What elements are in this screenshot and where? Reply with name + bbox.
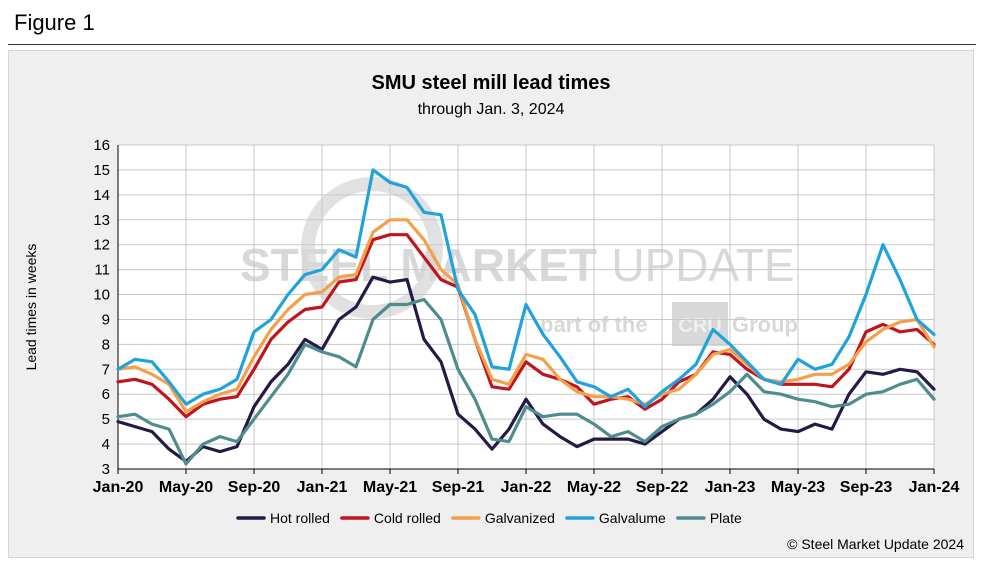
legend-label-cold-rolled: Cold rolled — [374, 510, 441, 526]
legend: Hot rolled Cold rolled Galvanized Galvalume… — [236, 510, 742, 526]
x-tick-label: Jan-23 — [705, 479, 756, 496]
y-tick-label: 16 — [93, 137, 110, 154]
x-tick-label: Sep-21 — [432, 479, 485, 496]
x-tick-label: May-22 — [567, 479, 621, 496]
chart-title: SMU steel mill lead times — [372, 72, 611, 94]
y-tick-label: 13 — [93, 212, 110, 229]
y-tick-label: 12 — [93, 237, 110, 254]
x-tick-label: Jan-21 — [297, 479, 348, 496]
axes — [117, 145, 935, 474]
series-line-cold-rolled — [116, 233, 936, 419]
legend-label-galvalume: Galvalume — [599, 510, 666, 526]
watermark-main: STEEL MARKET UPDATE — [240, 239, 795, 291]
watermark-ring — [301, 177, 443, 319]
chart-subtitle: through Jan. 3, 2024 — [418, 101, 565, 118]
figure-rule — [8, 44, 976, 45]
x-tick-label: May-21 — [363, 479, 417, 496]
watermark-logo-box — [672, 302, 728, 346]
x-tick-label: Jan-24 — [909, 479, 960, 496]
y-tick-label: 8 — [102, 336, 110, 353]
figure-label: Figure 1 — [14, 10, 95, 35]
series-line-galvalume — [116, 168, 936, 409]
legend-label-hot-rolled: Hot rolled — [270, 510, 330, 526]
x-tick-label: Sep-23 — [840, 479, 893, 496]
y-tick-label: 10 — [93, 287, 110, 304]
watermark-sub-right: Group — [732, 312, 798, 337]
legend-label-plate: Plate — [710, 510, 742, 526]
y-tick-label: 15 — [93, 162, 110, 179]
copyright: © Steel Market Update 2024 — [787, 536, 964, 552]
y-tick-label: 11 — [94, 262, 110, 279]
x-tick-label: Sep-20 — [228, 479, 281, 496]
y-tick-label: 5 — [102, 411, 110, 428]
series-line-galvanized — [116, 218, 936, 414]
x-tick-label: Jan-20 — [93, 479, 144, 496]
series-line-hot-rolled — [116, 275, 936, 464]
watermark-logo: CRU — [678, 315, 721, 337]
x-tick-labels: Jan-20 May-20 Sep-20 Jan-21 May-21 Sep-21 Jan-… — [93, 479, 960, 496]
y-tick-label: 4 — [102, 436, 110, 453]
x-tick-label: Jan-22 — [501, 479, 552, 496]
series-line-plate — [116, 297, 936, 466]
series-lines — [116, 168, 936, 466]
x-tick-label: Sep-22 — [636, 479, 689, 496]
y-tick-label: 6 — [102, 386, 110, 403]
y-axis-label: Lead times in weeks — [23, 244, 39, 371]
legend-label-galvanized: Galvanized — [485, 510, 555, 526]
x-tick-label: May-20 — [159, 479, 213, 496]
y-tick-labels: 3 4 5 6 7 8 9 10 11 12 13 14 15 16 — [93, 137, 110, 478]
y-tick-label: 7 — [102, 361, 110, 378]
y-tick-label: 14 — [93, 187, 110, 204]
y-tick-label: 9 — [102, 311, 110, 328]
x-tick-label: May-23 — [771, 479, 825, 496]
gridlines — [118, 144, 935, 469]
y-tick-label: 3 — [102, 461, 110, 478]
